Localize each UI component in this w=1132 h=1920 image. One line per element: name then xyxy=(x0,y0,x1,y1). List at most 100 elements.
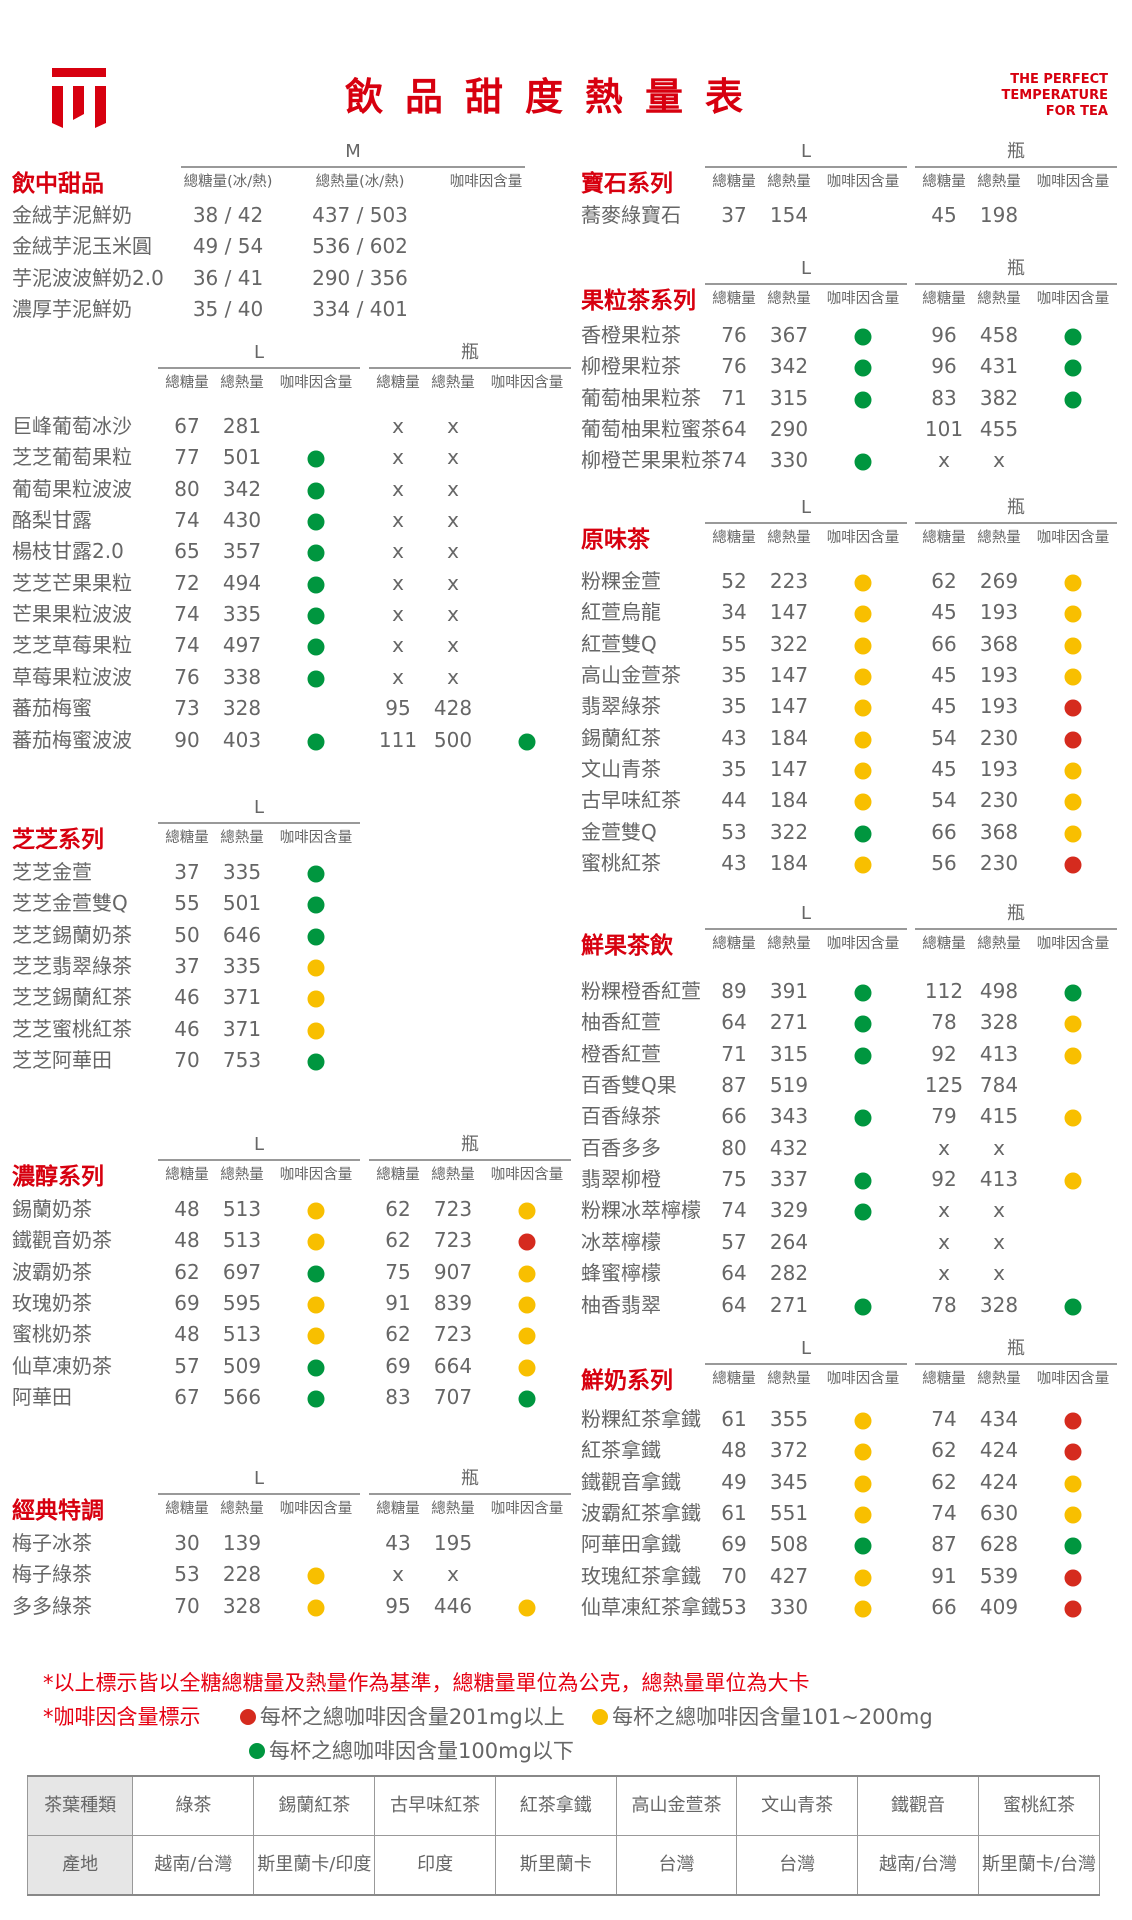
caffeine-red-dot-icon xyxy=(1064,1443,1082,1461)
drink-name: 蜂蜜檸檬 xyxy=(581,1261,661,1286)
sugar-value: x xyxy=(392,570,404,595)
caffeine-red-dot-icon xyxy=(518,1233,536,1251)
calorie-value: 630 xyxy=(979,1501,1019,1526)
sugar-value: 64 xyxy=(721,1010,747,1035)
caffeine-yellow-dot-icon xyxy=(1064,1047,1082,1065)
caffeine-green-dot-icon xyxy=(307,896,325,914)
calorie-value: 228 xyxy=(222,1562,262,1587)
sugar-value: 70 xyxy=(174,1048,200,1073)
sugar-value: 37 xyxy=(174,954,200,979)
drink-name: 芝芝草莓果粒 xyxy=(12,633,132,658)
caffeine-yellow-dot-icon xyxy=(1064,1015,1082,1033)
basis-note: *以上標示皆以全糖總糖量及熱量作為基準，總糖量單位為公克，總熱量單位為大卡 xyxy=(43,1671,810,1695)
drink-name: 紅茶拿鐵 xyxy=(581,1438,661,1463)
size-divider xyxy=(915,1363,1117,1365)
sugar-value: 62 xyxy=(931,569,957,593)
calorie-value: 432 xyxy=(769,1135,809,1160)
column-header: 咖啡因含量 xyxy=(1036,291,1110,307)
sugar-value: 69 xyxy=(174,1291,200,1316)
sugar-value: 74 xyxy=(174,633,200,658)
sugar-value: 66 xyxy=(931,631,957,656)
drink-name: 鐵觀音奶茶 xyxy=(12,1228,112,1253)
origin: 越南/台灣 xyxy=(132,1835,255,1896)
column-header: 總糖量 xyxy=(165,830,209,846)
caffeine-yellow-dot-icon xyxy=(1064,1506,1082,1524)
sugar-value: 69 xyxy=(721,1532,747,1557)
caffeine-green-dot-icon xyxy=(518,1390,536,1408)
sugar-value: 44 xyxy=(721,788,747,813)
column-header: 咖啡因含量 xyxy=(826,174,900,190)
calorie-value: x xyxy=(993,1135,1005,1160)
sugar-value: 69 xyxy=(385,1353,411,1378)
sugar-value: x xyxy=(938,448,950,473)
sugar-value: 55 xyxy=(721,631,747,656)
calorie-value: 500 xyxy=(433,727,473,752)
drink-name: 阿華田拿鐵 xyxy=(581,1532,681,1557)
calorie-value: 147 xyxy=(769,663,809,688)
caffeine-green-dot-icon xyxy=(1064,1298,1082,1315)
calorie-value: 335 xyxy=(222,954,262,979)
drink-name: 紅萱雙Q xyxy=(581,631,657,656)
drink-name: 芒果果粒波波 xyxy=(12,602,132,627)
sugar-value: x xyxy=(392,476,404,501)
caffeine-green-dot-icon xyxy=(307,607,325,625)
sugar-value: 48 xyxy=(174,1228,200,1253)
column-header: 咖啡因含量 xyxy=(279,1501,353,1517)
sugar-value: 76 xyxy=(174,664,200,689)
sugar-value: 65 xyxy=(174,539,200,564)
tea-type: 錫蘭紅茶 xyxy=(253,1775,376,1836)
caffeine-green-dot-icon xyxy=(854,1015,872,1033)
caffeine-yellow-dot-icon xyxy=(518,1327,536,1345)
column-header: 總熱量 xyxy=(977,936,1021,952)
calorie-value: 519 xyxy=(769,1073,809,1098)
column-header: 總熱量 xyxy=(767,530,811,546)
drink-name: 柚香翡翠 xyxy=(581,1292,661,1317)
drink-name: 草莓果粒波波 xyxy=(12,664,132,689)
tagline: THE PERFECT TEMPERATURE FOR TEA xyxy=(1002,72,1108,120)
page-title: 飲品甜度熱量表 xyxy=(345,74,766,119)
size-label: 瓶 xyxy=(1007,903,1025,924)
size-label: 瓶 xyxy=(461,342,479,363)
calorie-value: x xyxy=(447,1562,459,1587)
size-divider xyxy=(158,1159,360,1161)
calorie-value: 784 xyxy=(979,1073,1019,1098)
drink-name: 金萱雙Q xyxy=(581,819,657,844)
origin: 斯里蘭卡/台灣 xyxy=(977,1835,1101,1896)
green-dot-icon xyxy=(249,1743,265,1759)
brand-logo xyxy=(52,68,106,128)
sugar-value: 45 xyxy=(931,203,957,227)
calorie-value: 338 xyxy=(222,664,262,689)
sugar-value: 34 xyxy=(721,600,747,625)
caffeine-green-dot-icon xyxy=(1064,328,1082,346)
sugar-value: 87 xyxy=(931,1532,957,1557)
sugar-value: 38 / 42 xyxy=(192,203,264,227)
calorie-value: 513 xyxy=(222,1197,262,1221)
calorie-value: 753 xyxy=(222,1048,262,1073)
column-header: 咖啡因含量 xyxy=(826,1371,900,1387)
calorie-value: 723 xyxy=(433,1228,473,1253)
drink-name: 蕃茄梅蜜 xyxy=(12,696,92,721)
sugar-value: 49 xyxy=(721,1469,747,1494)
column-header: 咖啡因含量 xyxy=(1036,1371,1110,1387)
sugar-value: 75 xyxy=(385,1259,411,1284)
calorie-value: 184 xyxy=(769,725,809,750)
drink-name: 芝芝金萱雙Q xyxy=(12,891,128,916)
calorie-value: 707 xyxy=(433,1385,473,1410)
caffeine-red-dot-icon xyxy=(1064,699,1082,717)
column-header: 咖啡因含量 xyxy=(279,1167,353,1183)
calorie-value: 342 xyxy=(769,354,809,379)
caffeine-yellow-dot-icon xyxy=(1064,574,1082,592)
column-header: 總糖量(冰/熱) xyxy=(183,174,273,190)
caffeine-green-dot-icon xyxy=(854,391,872,409)
calorie-value: 223 xyxy=(769,569,809,593)
calorie-value: 230 xyxy=(979,851,1019,876)
calorie-value: 371 xyxy=(222,1016,262,1041)
sugar-value: 43 xyxy=(385,1531,411,1555)
calorie-value: 281 xyxy=(222,414,262,438)
calorie-value: 382 xyxy=(979,385,1019,410)
column-header: 總熱量 xyxy=(767,1371,811,1387)
calorie-value: 290 / 356 xyxy=(312,265,408,290)
sugar-value: 80 xyxy=(174,476,200,501)
caffeine-green-dot-icon xyxy=(854,1047,872,1065)
calorie-value: 322 xyxy=(769,631,809,656)
